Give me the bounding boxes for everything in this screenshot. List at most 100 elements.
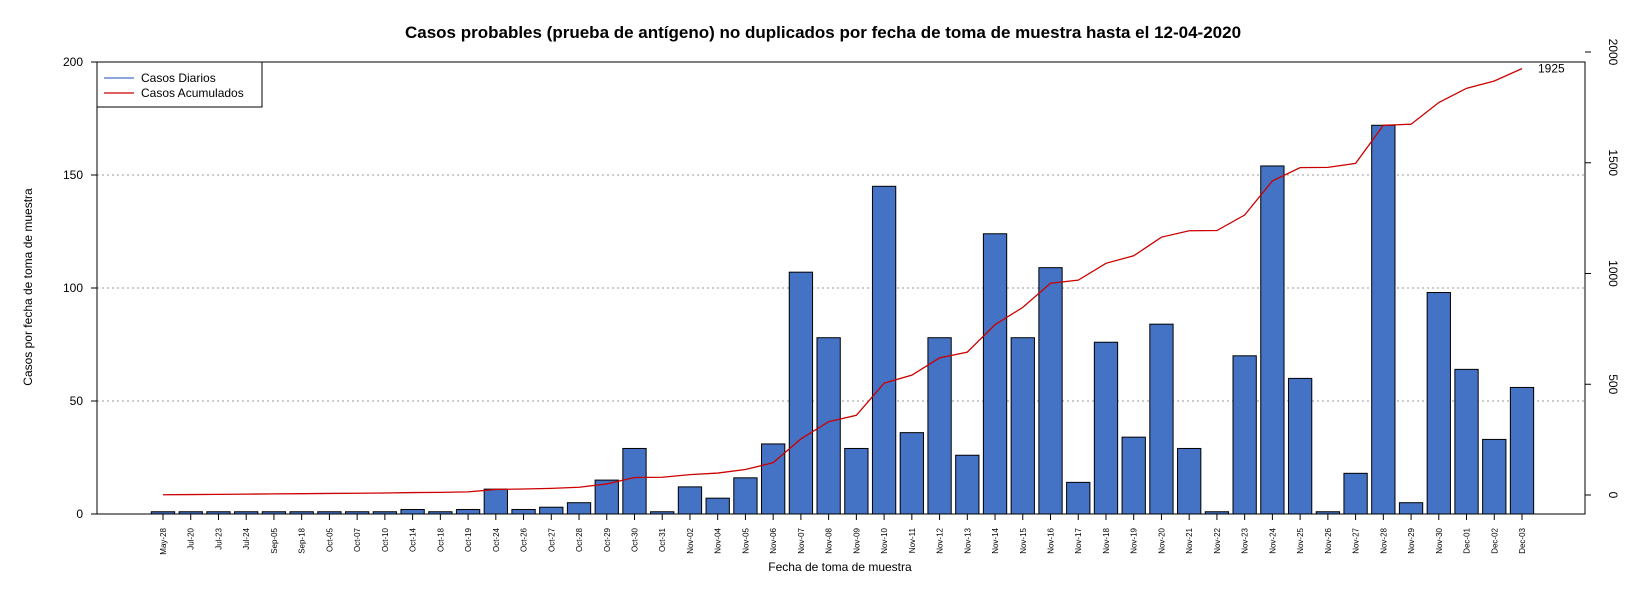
x-tick-label: Sep-18 [298,527,307,553]
x-tick-label: Jul-24 [242,527,251,549]
x-tick-label: Nov-15 [1019,527,1028,553]
x-tick-label: Nov-06 [769,527,778,553]
bar [1232,355,1257,515]
bar [899,432,924,515]
y2-tick-label: 500 [1606,374,1620,394]
bar [1482,438,1507,515]
x-tick-label: Nov-18 [1102,527,1111,553]
x-tick-label: May-28 [159,527,168,554]
y2-tick-label: 0 [1606,492,1620,499]
x-tick-label: Nov-30 [1435,527,1444,553]
bar [483,488,508,515]
x-tick-label: Oct-30 [630,527,639,552]
bar [761,443,786,515]
x-tick-label: Oct-18 [436,527,445,552]
bar [566,502,592,515]
y-tick-label: 0 [76,507,83,521]
bar [1426,292,1451,515]
y-tick-label: 100 [63,281,83,295]
y2-tick-label: 1000 [1606,260,1620,287]
x-tick-label: Jul-20 [187,527,196,549]
bar [622,447,647,515]
y-tick-label: 200 [63,55,83,69]
bar [1038,267,1063,515]
x-tick-label: Nov-05 [741,527,750,553]
x-tick-label: Nov-24 [1268,527,1277,553]
bar [677,486,703,515]
bar [1371,124,1396,515]
bar [1066,481,1091,515]
x-tick-label: Nov-10 [880,527,889,553]
x-tick-label: Nov-11 [908,527,917,553]
x-tick-label: Nov-25 [1296,527,1305,553]
bar [927,337,952,515]
y2-tick-label: 1500 [1606,149,1620,176]
bar [982,233,1008,515]
bar [871,185,897,515]
x-tick-label: Nov-09 [852,527,861,553]
bar [705,497,730,515]
x-tick-label: Oct-27 [547,527,556,552]
y-tick-label: 50 [70,394,84,408]
cumulative-line [162,68,1523,496]
legend: Casos Diarios Casos Acumulados [96,61,263,108]
legend-label-cumulative: Casos Acumulados [141,86,244,100]
y2-tick-label: 2000 [1606,39,1620,66]
bar [1121,436,1146,515]
x-tick-label: Nov-17 [1074,527,1083,553]
x-tick-label: Nov-21 [1185,527,1194,553]
bar [733,477,758,515]
bar [844,447,869,515]
x-axis-label: Fecha de toma de muestra [768,560,912,574]
x-tick-label: Oct-14 [409,527,418,552]
bar [1398,502,1424,515]
x-tick-label: Nov-29 [1407,527,1416,553]
y-axis-label: Casos por fecha de toma de muestra [21,188,35,386]
bar [1177,447,1202,515]
x-tick-label: Oct-10 [381,527,390,552]
x-tick-label: Dec-02 [1490,527,1499,553]
x-tick-label: Oct-24 [492,527,501,552]
x-tick-label: Oct-29 [603,527,612,552]
legend-label-daily: Casos Diarios [141,71,216,85]
bar [955,454,980,515]
x-tick-label: Nov-13 [963,527,972,553]
x-tick-label: Oct-31 [658,527,667,552]
x-tick-label: Oct-05 [325,527,334,552]
x-tick-label: Nov-04 [714,527,723,553]
line-series [162,68,1523,496]
x-tick-label: Oct-28 [575,527,584,552]
x-tick-label: Oct-07 [353,527,362,552]
x-tick-label: Oct-26 [520,527,529,552]
bar [539,506,564,515]
x-tick-label: Nov-08 [825,527,834,553]
bar [788,271,814,515]
x-tick-label: Nov-27 [1352,527,1361,553]
x-tick-labels: May-28 Jul-20 Jul-23 Jul-24 Sep-05 Sep-18 Oct-… [159,514,1527,555]
x-tick-label: Dec-01 [1463,527,1472,553]
x-tick-label: Nov-28 [1379,527,1388,553]
x-tick-label: Nov-22 [1213,527,1222,553]
bar-series [150,124,1535,515]
bar [1343,472,1368,515]
bar [816,337,841,515]
bar [1010,337,1035,515]
x-tick-label: Oct-19 [464,527,473,552]
y-tick-label: 150 [63,168,83,182]
x-tick-label: Nov-23 [1241,527,1250,553]
x-tick-label: Nov-12 [936,527,945,553]
bar [1260,165,1285,515]
x-tick-label: Nov-26 [1324,527,1333,553]
x-tick-label: Nov-16 [1047,527,1056,553]
bar [400,508,425,515]
bar [1454,368,1479,515]
chart-title: Casos probables (prueba de antígeno) no … [405,23,1241,42]
bar [455,508,481,515]
x-tick-label: Nov-19 [1130,527,1139,553]
bar [511,508,536,515]
legend-box [96,61,263,108]
x-tick-label: Nov-02 [686,527,695,553]
